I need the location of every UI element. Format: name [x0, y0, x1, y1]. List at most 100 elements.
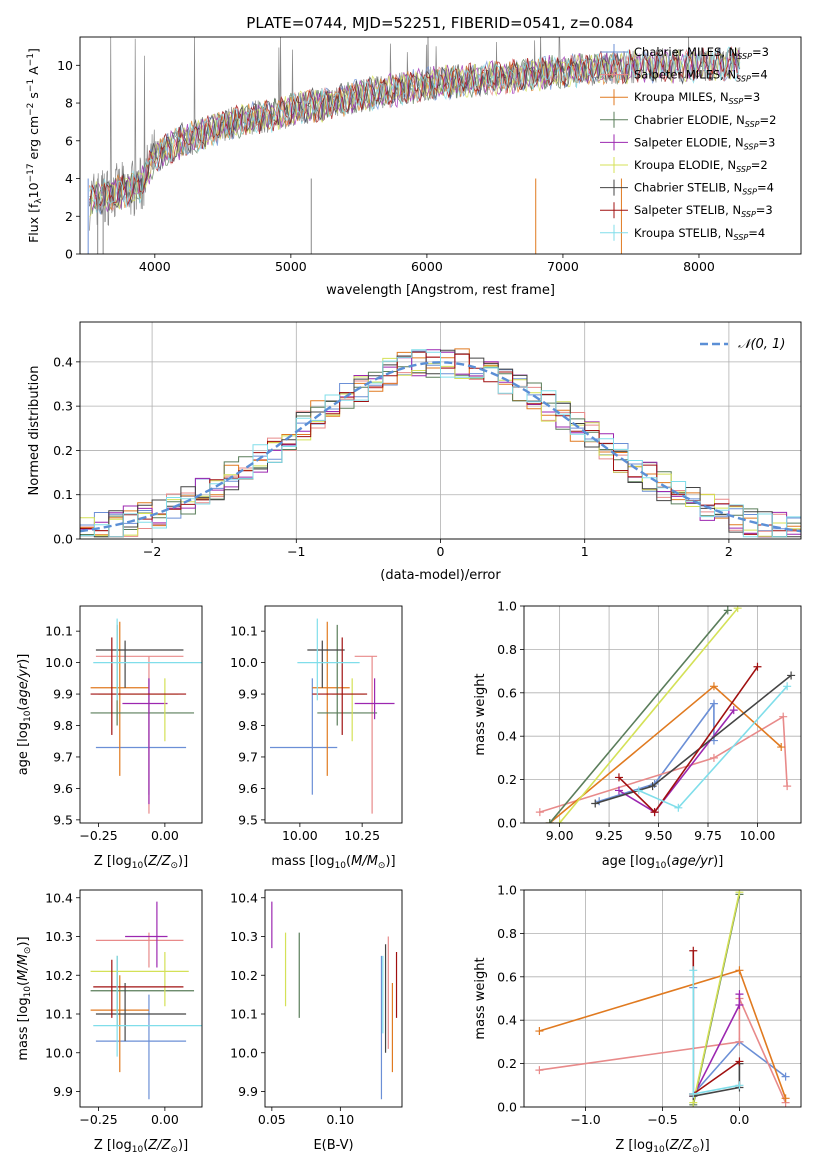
weight-point-3 — [723, 606, 732, 615]
weight-line-0 — [598, 701, 715, 803]
weight-point-0 — [781, 1072, 790, 1081]
x-tick-label: −2 — [143, 544, 161, 559]
normal-curve — [80, 361, 801, 533]
z_mass-chart: −0.25 0.00 9.9 10.0 10.1 10.2 10.3 10.4 Z [log10… — [16, 889, 203, 1155]
legend-label-5: Kroupa ELODIE, NSSP=2 — [634, 158, 768, 174]
x-tick-label: 9.75 — [694, 828, 722, 843]
x-tick-label: 0.05 — [258, 1112, 286, 1127]
z_mass-plot-area — [90, 901, 202, 1100]
weight-point-4 — [614, 786, 623, 795]
y-tick-label: 10.1 — [230, 624, 258, 639]
x-tick-label: 5000 — [275, 259, 307, 274]
y-tick-label: 0.4 — [497, 729, 517, 744]
spectrum-y-label: Flux [fλ10−17 erg cm−2 s−1 A−1] — [26, 48, 44, 243]
y-tick-label: 10.0 — [230, 1045, 258, 1060]
weight-point-1 — [735, 1037, 744, 1046]
ebv_mass-chart: 0.05 0.10 9.9 10.0 10.1 10.2 10.3 10.4 E(B-V) — [230, 889, 403, 1153]
x-tick-label: 0.0 — [729, 1112, 749, 1127]
weight-point-8 — [783, 682, 792, 691]
weight-point-1 — [535, 1066, 544, 1075]
y-tick-label: 1.0 — [497, 599, 517, 614]
y-tick-label: 0 — [65, 247, 73, 262]
spectrum-x-label: wavelength [Angstrom, rest frame] — [326, 283, 555, 298]
weight-point-5 — [555, 819, 564, 823]
z_age-y-label: age [log10(age/yr)] — [16, 654, 33, 776]
weight-point-2 — [777, 743, 786, 752]
z_mass-x-label: Z [log10(Z/Z⊙)] — [94, 1138, 188, 1155]
mass_age-chart: 10.00 10.25 9.5 9.6 9.7 9.8 9.9 10.0 10.1 mass [l… — [230, 605, 403, 871]
ebv-x-label: E(B-V) — [313, 1138, 353, 1153]
y-tick-label: 9.6 — [53, 781, 73, 796]
normal-legend-label: 𝒩(0, 1) — [738, 337, 785, 352]
weight-point-3 — [545, 819, 554, 823]
y-tick-label: 0.0 — [497, 1100, 517, 1115]
weight-point-6 — [787, 671, 796, 680]
weight-point-2 — [709, 682, 718, 691]
y-tick-label: 10.3 — [230, 929, 258, 944]
axes-frame — [523, 605, 802, 824]
x-tick-label: 0.00 — [151, 828, 179, 843]
weight-line-5 — [558, 607, 739, 823]
weight-line-1 — [539, 998, 787, 1104]
y-tick-label: 0.8 — [497, 926, 517, 941]
y-tick-label: 9.5 — [238, 812, 258, 827]
legend-label-8: Kroupa STELIB, NSSP=4 — [634, 226, 765, 242]
x-tick-label: 2 — [725, 544, 733, 559]
y-tick-label: 10.0 — [45, 1045, 73, 1060]
weight-point-1 — [535, 808, 544, 817]
weight-point-5 — [733, 606, 742, 613]
y-tick-label: 9.9 — [53, 687, 73, 702]
x-tick-label: 1 — [581, 544, 589, 559]
residuals-chart: −2 −1 0 1 2 0.0 0.1 0.2 0.3 0.4 𝒩(0, 1) (data-model… — [27, 321, 802, 583]
weight-point-8 — [735, 1081, 744, 1090]
y-tick-label: 10.4 — [230, 890, 258, 905]
y-tick-label: 10.2 — [230, 968, 258, 983]
age_weight-plot-area — [535, 606, 796, 823]
residuals-x-label: (data-model)/error — [380, 568, 501, 583]
y-tick-label: 10 — [57, 58, 73, 73]
y-tick-label: 10.1 — [230, 1007, 258, 1022]
z_age-x-label: Z [log10(Z/Z⊙)] — [94, 854, 188, 871]
weight-point-0 — [709, 699, 718, 708]
x-tick-label: 0.00 — [151, 1112, 179, 1127]
x-tick-label: 0.10 — [326, 1112, 354, 1127]
y-tick-label: 10.3 — [45, 929, 73, 944]
x-tick-label: −0.5 — [647, 1112, 677, 1127]
weight-line-5 — [692, 892, 741, 1103]
spectrum-model-line-8 — [89, 46, 741, 213]
x-tick-label: 9.25 — [595, 828, 623, 843]
y-tick-label: 9.8 — [238, 718, 258, 733]
y-tick-label: 0.6 — [497, 685, 517, 700]
spectrum-model-line-7 — [89, 47, 740, 209]
x-tick-label: −1 — [287, 544, 305, 559]
legend-label-7: Salpeter STELIB, NSSP=3 — [634, 203, 773, 219]
weight-point-7 — [735, 1057, 744, 1066]
x-tick-label: 7000 — [547, 259, 579, 274]
weight-point-6 — [648, 782, 657, 791]
spectrum-legend: Chabrier MILES, NSSP=3 Salpeter MILES, NS… — [600, 44, 776, 242]
y-tick-label: 9.9 — [238, 687, 258, 702]
z_weight-y-label: mass weight — [473, 957, 488, 1039]
weight-point-1 — [783, 782, 792, 791]
y-tick-label: 0.0 — [497, 816, 517, 831]
weight-point-8 — [689, 966, 698, 975]
spectrum-model-line-2 — [89, 51, 621, 211]
z_weight-x-label: Z [log10(Z/Z⊙)] — [615, 1138, 709, 1155]
weight-point-1 — [709, 753, 718, 762]
y-tick-label: 9.6 — [238, 781, 258, 796]
legend-label-6: Chabrier STELIB, NSSP=4 — [634, 181, 774, 197]
weight-point-7 — [650, 808, 659, 817]
y-tick-label: 0.0 — [53, 532, 73, 547]
y-tick-label: 0.4 — [497, 1013, 517, 1028]
x-tick-label: 8000 — [683, 259, 715, 274]
spectrum-chart: 4000 5000 6000 7000 8000 0 2 4 6 8 10 Chabrier MILE… — [26, 36, 802, 298]
y-tick-label: 10.0 — [230, 655, 258, 670]
y-tick-label: 9.7 — [238, 749, 258, 764]
x-tick-label: −0.25 — [79, 828, 117, 843]
spectrum-plot-area — [87, 37, 741, 254]
weight-point-8 — [634, 786, 643, 795]
axes-frame — [79, 321, 802, 540]
y-tick-label: 0.1 — [53, 487, 73, 502]
y-tick-label: 4 — [65, 171, 73, 186]
mass_age-x-label: mass [log10(M/M⊙)] — [271, 854, 395, 871]
